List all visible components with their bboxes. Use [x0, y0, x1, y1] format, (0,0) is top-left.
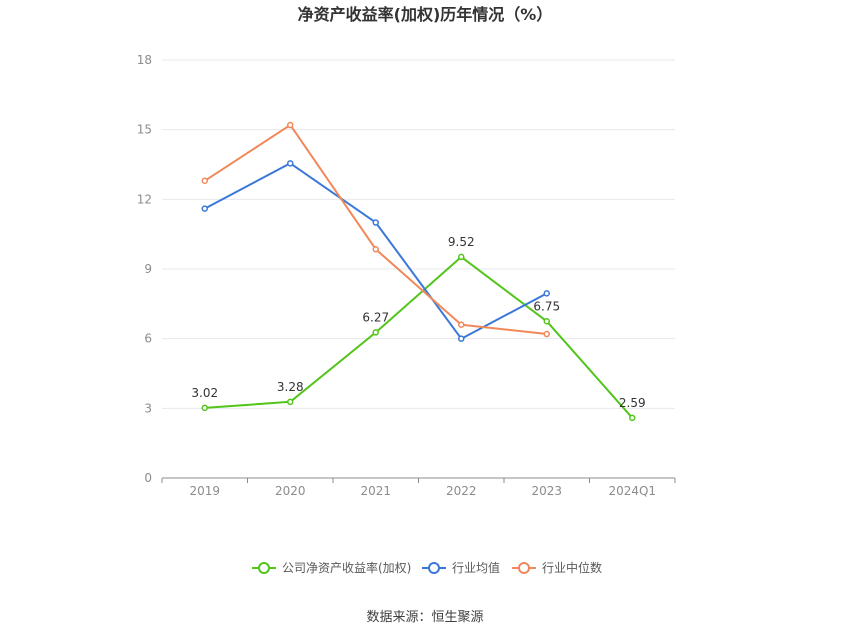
series-0-point — [458, 253, 465, 261]
x-tick-label: 2019 — [189, 484, 220, 498]
legend-marker-1 — [428, 562, 440, 574]
series-1-point — [543, 290, 550, 297]
series-2-point — [543, 330, 550, 338]
series-0-point — [201, 404, 208, 412]
data-label: 6.27 — [362, 310, 389, 324]
series-1-point — [372, 219, 379, 226]
legend-item-2[interactable]: 行业中位数 — [542, 560, 602, 575]
data-label: 3.02 — [191, 386, 218, 400]
series-line-0 — [204, 255, 634, 419]
series-2-point — [458, 321, 465, 328]
series-1-point — [458, 335, 465, 342]
series-0-point — [629, 414, 636, 422]
data-source: 数据来源：恒生聚源 — [366, 610, 483, 625]
data-label: 2.59 — [619, 396, 646, 410]
series-1-point — [201, 205, 208, 212]
x-tick-label: 2021 — [360, 484, 391, 498]
axes: 0 3 6 9 12 15 18 2019 2020 2021 2022 2023 2024Q1 — [137, 53, 676, 498]
y-tick-label: 0 — [144, 471, 152, 485]
series-0-point — [543, 318, 550, 325]
series-0-point — [287, 398, 294, 406]
legend-item-1[interactable]: 行业均值 — [452, 560, 500, 575]
legend-marker-0 — [258, 562, 270, 574]
y-tick-label: 9 — [144, 262, 152, 276]
x-tick-label: 2022 — [446, 484, 477, 498]
series-1-point — [287, 160, 294, 167]
data-label: 3.28 — [277, 380, 304, 394]
legend-marker-2 — [518, 562, 530, 574]
y-tick-label: 18 — [137, 53, 152, 67]
y-tick-label: 6 — [144, 332, 152, 346]
y-tick-label: 12 — [137, 192, 152, 206]
x-tick-label: 2023 — [531, 484, 562, 498]
x-tick-label: 2020 — [275, 484, 306, 498]
series-lines — [201, 121, 636, 422]
legend[interactable]: 公司净资产收益率(加权) 行业均值 行业中位数 — [252, 560, 602, 575]
series-line-2 — [204, 124, 547, 335]
series-0-point — [372, 329, 379, 336]
data-label: 6.75 — [533, 299, 560, 313]
grid-lines — [162, 59, 675, 409]
series-2-point — [201, 177, 208, 185]
y-tick-label: 3 — [144, 401, 152, 415]
x-tick-label: 2024Q1 — [608, 484, 656, 498]
series-2-point — [287, 121, 294, 129]
data-label: 9.52 — [448, 235, 475, 249]
y-tick-label: 15 — [137, 123, 152, 137]
data-labels: 3.02 3.28 6.27 9.52 6.75 2.59 — [191, 235, 645, 410]
chart-title: 净资产收益率(加权)历年情况（%） — [298, 5, 553, 24]
series-2-point — [372, 246, 379, 253]
legend-item-0[interactable]: 公司净资产收益率(加权) — [282, 560, 411, 575]
